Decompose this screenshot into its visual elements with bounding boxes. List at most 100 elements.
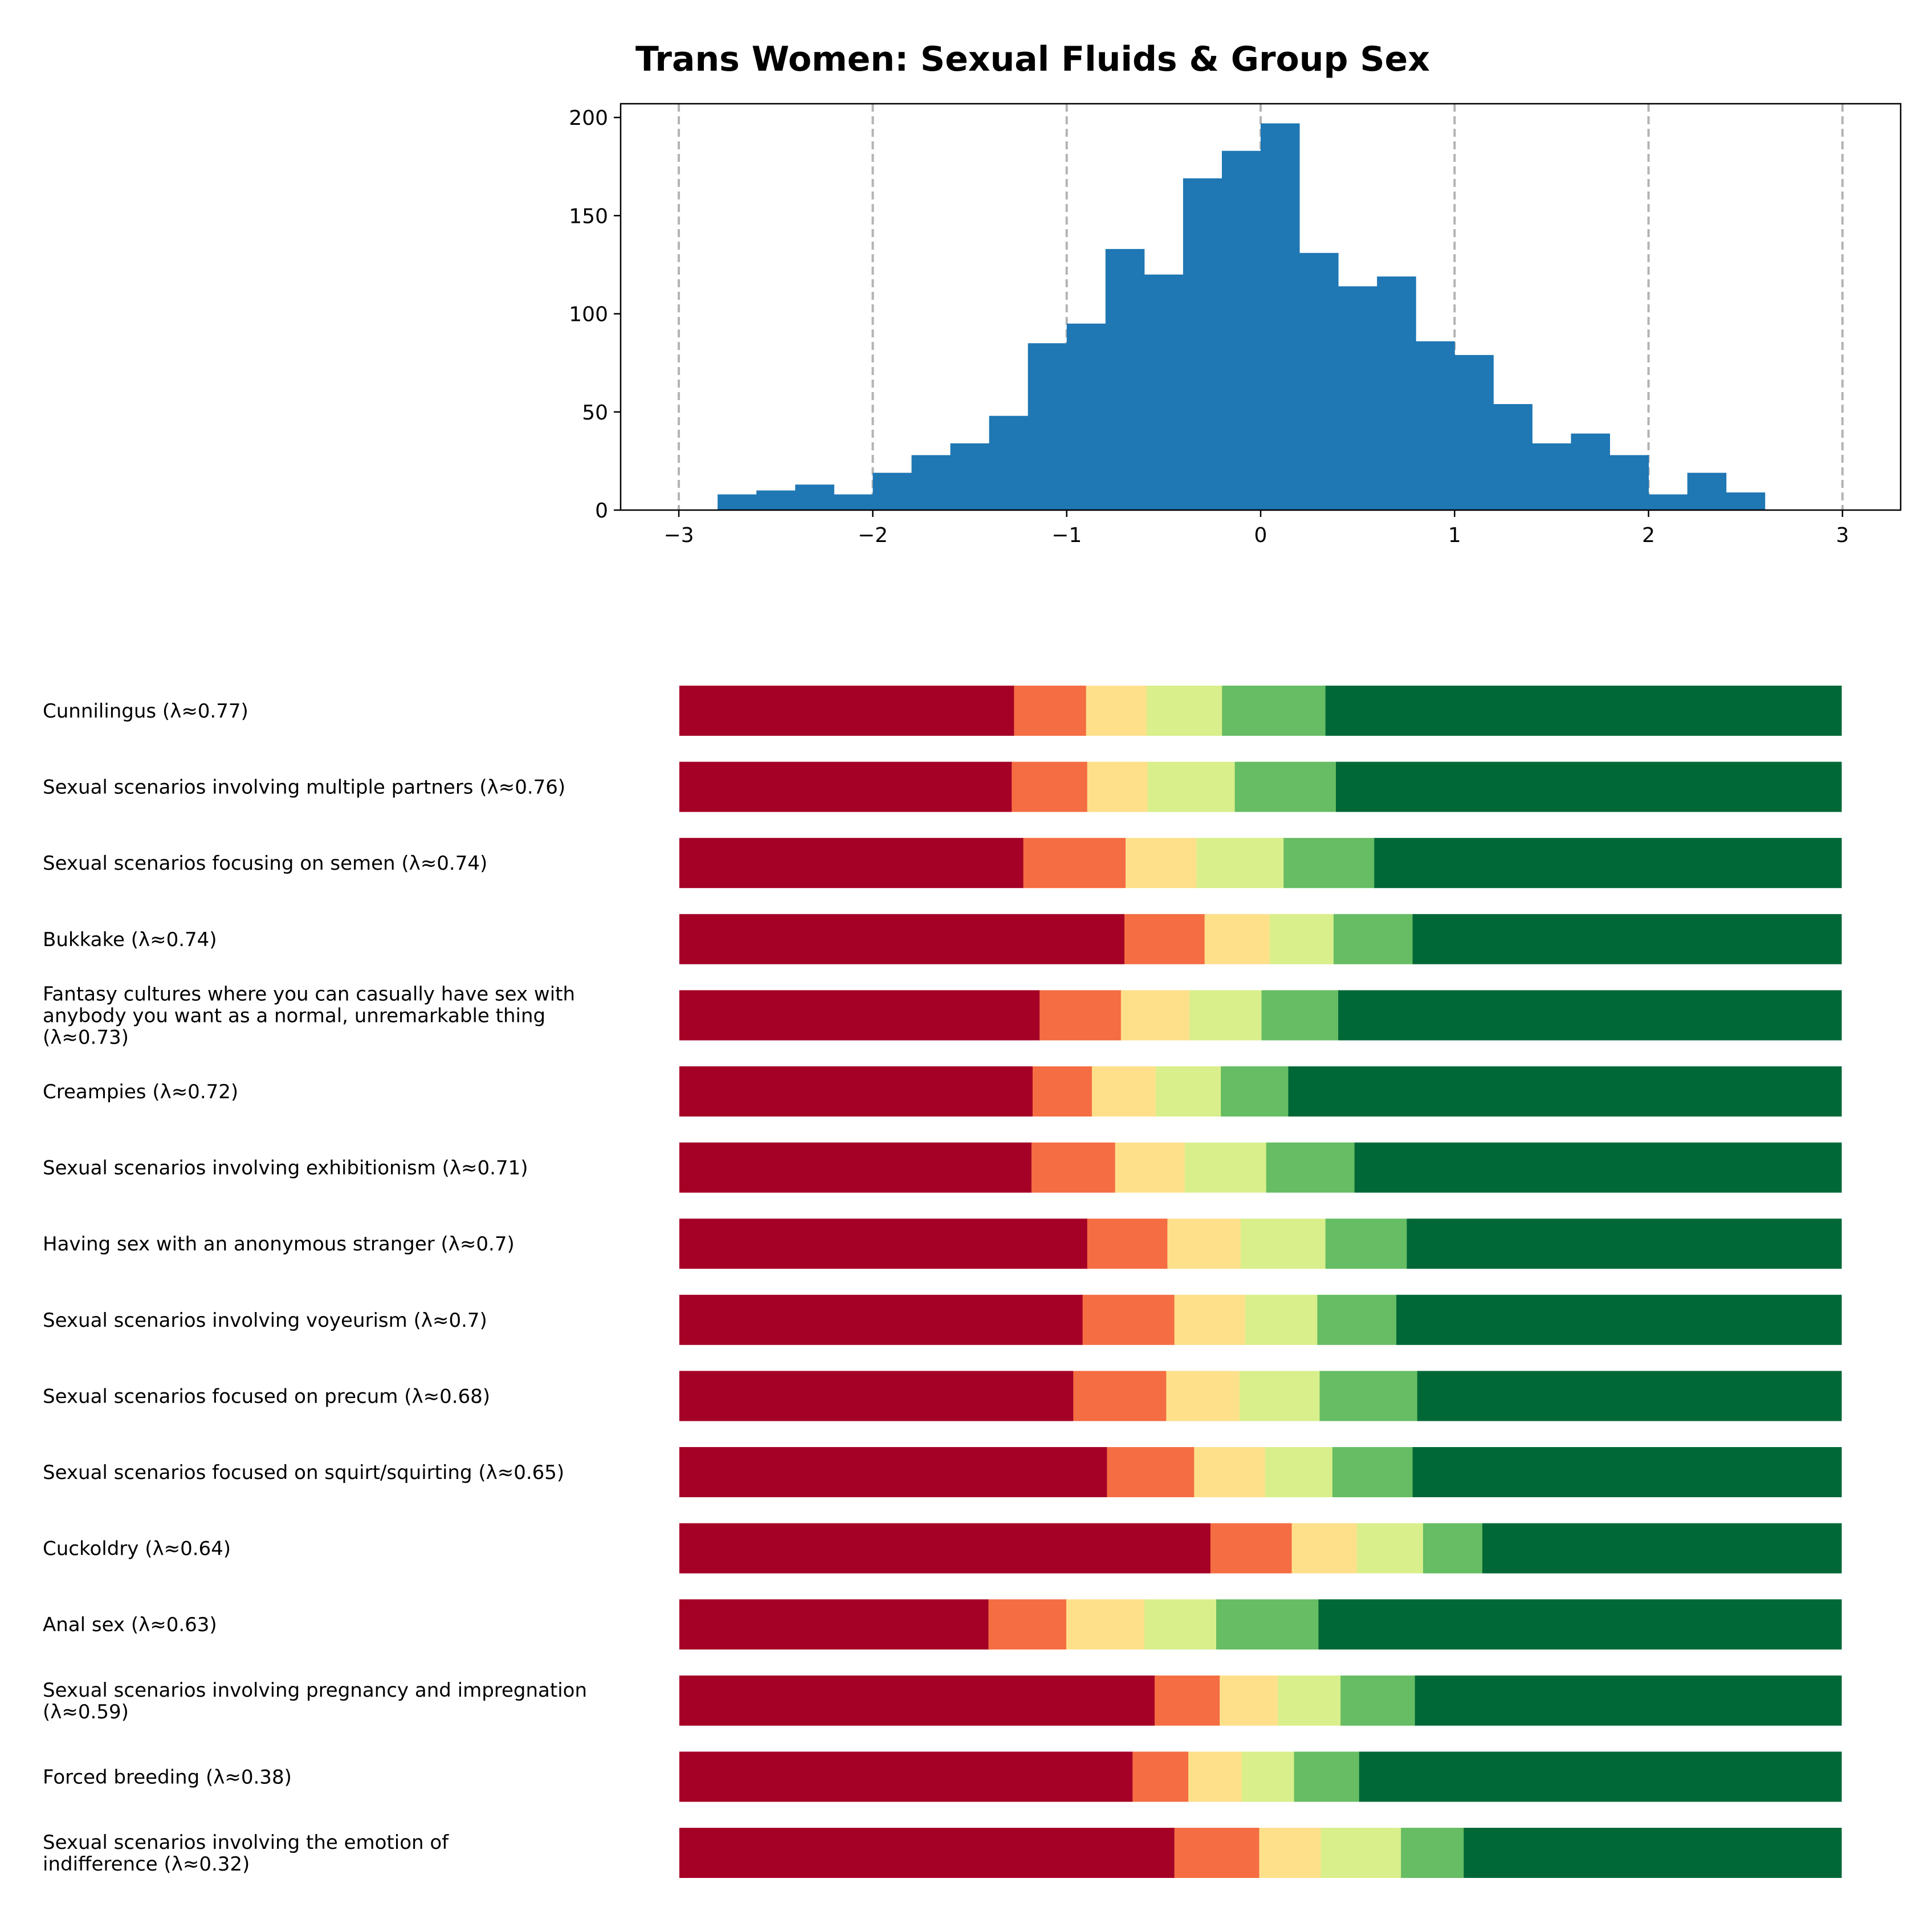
stacked-segment-0 [679, 838, 1024, 889]
stacked-row: Sexual scenarios involving voyeurism (λ≈… [43, 1294, 1842, 1345]
histogram-bin [1609, 455, 1649, 510]
stacked-segment-2 [1086, 686, 1147, 736]
y-tick-label: 50 [582, 401, 608, 425]
stacked-segment-3 [1269, 914, 1334, 964]
stacked-segment-4 [1266, 1142, 1355, 1193]
stacked-row: Sexual scenarios involving pregnancy and… [43, 1675, 1842, 1726]
histogram-bin [950, 443, 990, 510]
row-label: Sexual scenarios involving the emotion o… [43, 1831, 449, 1876]
stacked-segment-1 [1082, 1294, 1175, 1345]
stacked-row: Cuckoldry (λ≈0.64) [43, 1523, 1842, 1574]
stacked-segment-0 [679, 1447, 1107, 1497]
row-label: Sexual scenarios involving voyeurism (λ≈… [43, 1309, 487, 1332]
stacked-segment-5 [1318, 1599, 1842, 1650]
stacked-segment-4 [1319, 1371, 1418, 1421]
stacked-row: Bukkake (λ≈0.74) [43, 914, 1842, 964]
histogram-bin [795, 484, 834, 510]
stacked-segment-2 [1091, 1066, 1156, 1117]
stacked-segment-4 [1294, 1751, 1360, 1802]
row-label: Anal sex (λ≈0.63) [43, 1613, 217, 1636]
histogram-bin [1183, 178, 1222, 510]
stacked-segment-3 [1278, 1675, 1341, 1726]
histogram-bin [1221, 150, 1261, 511]
row-label: Cunnilingus (λ≈0.77) [43, 700, 248, 723]
stacked-segment-1 [1174, 1828, 1260, 1878]
stacked-segment-2 [1120, 990, 1190, 1041]
stacked-segment-3 [1146, 686, 1222, 736]
x-tick-label: 2 [1642, 524, 1655, 547]
stacked-segment-1 [1023, 838, 1126, 889]
y-tick-label: 150 [569, 205, 608, 228]
stacked-segment-4 [1401, 1828, 1464, 1878]
stacked-segment-2 [1166, 1371, 1240, 1421]
x-tick-label: 3 [1836, 524, 1849, 547]
histogram-bin [1299, 252, 1339, 510]
stacked-segment-0 [679, 1142, 1032, 1193]
stacked-segment-3 [1189, 990, 1262, 1041]
y-tick-label: 0 [595, 499, 608, 523]
histogram-bin [873, 472, 912, 510]
histogram-bin [1687, 472, 1727, 510]
row-label: Sexual scenarios focusing on semen (λ≈0.… [43, 852, 487, 875]
histogram-bin [1454, 355, 1494, 510]
histogram-bin [1377, 276, 1416, 510]
stacked-segment-3 [1245, 1294, 1318, 1345]
stacked-segment-2 [1188, 1751, 1242, 1802]
histogram-bin [1338, 286, 1377, 510]
stacked-segment-1 [1087, 1219, 1168, 1269]
stacked-segment-4 [1283, 838, 1375, 889]
stacked-row: Fantasy cultures where you can casually … [43, 983, 1842, 1049]
stacked-segment-3 [1265, 1447, 1333, 1497]
chart-title: Trans Women: Sexual Fluids & Group Sex [635, 39, 1430, 79]
row-label: Bukkake (λ≈0.74) [43, 928, 217, 951]
x-tick-label: −1 [1051, 524, 1082, 547]
histogram-panel: −3 −2 −1 0 1 2 3 0 50 100 150 200 [569, 103, 1902, 547]
stacked-segment-4 [1422, 1523, 1483, 1574]
stacked-segment-1 [1014, 686, 1087, 736]
stacked-segment-3 [1155, 1066, 1221, 1117]
stacked-segment-0 [679, 1751, 1133, 1802]
stacked-segment-1 [988, 1599, 1067, 1650]
stacked-segment-0 [679, 1219, 1088, 1269]
histogram-bin [1105, 248, 1145, 510]
histogram-bin [911, 455, 951, 510]
stacked-segment-3 [1240, 1219, 1326, 1269]
stacked-segment-3 [1241, 1751, 1295, 1802]
stacked-segment-0 [679, 686, 1014, 736]
stacked-row: Cunnilingus (λ≈0.77) [43, 686, 1842, 736]
stacked-segment-4 [1325, 1219, 1408, 1269]
histogram-bin [1493, 404, 1532, 510]
stacked-segment-3 [1147, 761, 1236, 812]
stacked-segment-0 [679, 1523, 1211, 1574]
row-label: Creampies (λ≈0.72) [43, 1081, 238, 1103]
row-label: Fantasy cultures where you can casually … [43, 983, 575, 1049]
stacked-segment-2 [1087, 761, 1148, 812]
stacked-segment-1 [1124, 914, 1205, 964]
histogram-bin [1416, 341, 1455, 510]
stacked-segment-5 [1415, 1675, 1842, 1726]
stacked-segment-5 [1412, 914, 1842, 964]
row-label: Sexual scenarios involving exhibitionism… [43, 1157, 528, 1180]
stacked-segment-3 [1196, 838, 1284, 889]
stacked-segment-4 [1216, 1599, 1319, 1650]
stacked-segment-0 [679, 990, 1040, 1041]
stacked-segment-1 [1107, 1447, 1195, 1497]
stacked-segment-2 [1204, 914, 1270, 964]
histogram-bin [1532, 443, 1571, 510]
stacked-segment-2 [1291, 1523, 1358, 1574]
stacked-row: Sexual scenarios focused on precum (λ≈0.… [43, 1371, 1842, 1421]
stacked-segment-5 [1412, 1447, 1842, 1497]
stacked-segment-0 [679, 914, 1125, 964]
stacked-segment-2 [1167, 1219, 1241, 1269]
stacked-segment-5 [1288, 1066, 1842, 1117]
histogram-bin [1571, 433, 1611, 510]
stacked-segment-3 [1144, 1599, 1217, 1650]
histogram-bin [989, 415, 1029, 510]
histogram-bin [1726, 492, 1766, 510]
row-label: Sexual scenarios focused on squirt/squir… [43, 1461, 564, 1484]
stacked-segment-5 [1354, 1142, 1842, 1193]
stacked-row: Sexual scenarios involving multiple part… [43, 761, 1842, 812]
stacked-segment-2 [1066, 1599, 1145, 1650]
x-tick-label: −3 [664, 524, 694, 547]
